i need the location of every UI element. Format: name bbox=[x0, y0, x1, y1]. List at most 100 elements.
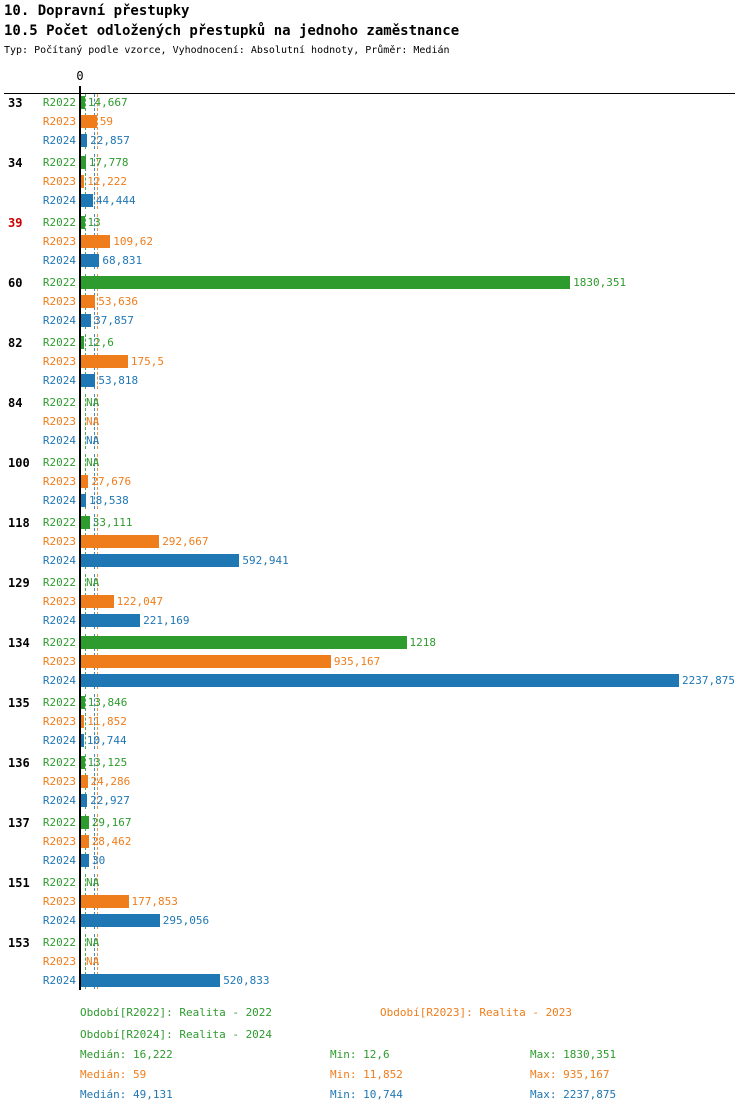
median-tick-r2023 bbox=[96, 754, 98, 771]
bar-row: R2023 122,047 bbox=[0, 592, 750, 611]
bar-r2024-134 bbox=[81, 674, 679, 687]
value-label: 44,444 bbox=[95, 194, 136, 207]
bar-r2023-60 bbox=[81, 295, 96, 308]
median-tick-r2023 bbox=[96, 94, 98, 111]
series-label: R2023 bbox=[42, 475, 76, 488]
bar-row: R2022 17,778 bbox=[0, 153, 750, 172]
bar-row: R2024 22,857 bbox=[0, 131, 750, 150]
report-subtitle: 10.5 Počet odložených přestupků na jedno… bbox=[4, 23, 460, 39]
median-tick-r2022 bbox=[85, 732, 87, 749]
series-label: R2023 bbox=[42, 595, 76, 608]
value-label: NA bbox=[86, 576, 100, 589]
category-label: 60 bbox=[8, 276, 23, 290]
value-label: 13,125 bbox=[87, 756, 128, 769]
bar-r2022-33 bbox=[81, 96, 85, 109]
category-group-82: 82 R2022 12,6 R2023 175,5 R2024 53,818 bbox=[0, 333, 750, 390]
median-tick-r2023 bbox=[96, 154, 98, 171]
stat-median-r2022: Medián: 16,222 bbox=[80, 1048, 173, 1061]
bar-row: R2022 13 bbox=[0, 213, 750, 232]
series-label: R2023 bbox=[42, 835, 76, 848]
category-label: 153 bbox=[8, 936, 30, 950]
median-tick-r2023 bbox=[96, 492, 98, 509]
bar-row: R2022 NA bbox=[0, 573, 750, 592]
bar-row: R2023 NA bbox=[0, 412, 750, 431]
median-tick-r2023 bbox=[96, 312, 98, 329]
value-label: NA bbox=[86, 396, 100, 409]
bar-r2023-135 bbox=[81, 715, 85, 728]
bar-row: R2023 NA bbox=[0, 952, 750, 971]
bar-row: R2023 12,222 bbox=[0, 172, 750, 191]
series-label: R2024 bbox=[42, 434, 76, 447]
series-label: R2022 bbox=[42, 876, 76, 889]
value-label: 13 bbox=[87, 216, 101, 229]
median-tick-r2024 bbox=[94, 413, 96, 430]
median-tick-r2024 bbox=[94, 432, 96, 449]
stat-max-r2023: Max: 935,167 bbox=[530, 1068, 610, 1081]
median-tick-r2023 bbox=[96, 514, 98, 531]
series-label: R2022 bbox=[42, 636, 76, 649]
series-label: R2023 bbox=[42, 955, 76, 968]
bar-r2023-134 bbox=[81, 655, 331, 668]
series-label: R2024 bbox=[42, 914, 76, 927]
category-group-60: 60 R2022 1830,351 R2023 53,636 R2024 37,857 bbox=[0, 273, 750, 330]
value-label: 592,941 bbox=[242, 554, 289, 567]
median-tick-r2024 bbox=[94, 874, 96, 891]
median-tick-r2023 bbox=[96, 713, 98, 730]
median-tick-r2023 bbox=[96, 953, 98, 970]
report-title: 10. Dopravní přestupky bbox=[4, 3, 190, 19]
median-tick-r2023 bbox=[96, 814, 98, 831]
bar-row: R2022 13,125 bbox=[0, 753, 750, 772]
bar-r2024-82 bbox=[81, 374, 96, 387]
value-label: NA bbox=[86, 456, 100, 469]
series-label: R2022 bbox=[42, 816, 76, 829]
series-label: R2022 bbox=[42, 696, 76, 709]
bar-row: R2022 12,6 bbox=[0, 333, 750, 352]
median-tick-r2022 bbox=[85, 874, 87, 891]
series-label: R2022 bbox=[42, 396, 76, 409]
median-tick-r2023 bbox=[96, 173, 98, 190]
bar-r2023-136 bbox=[81, 775, 88, 788]
value-label: 68,831 bbox=[102, 254, 143, 267]
series-label: R2022 bbox=[42, 756, 76, 769]
value-label: NA bbox=[86, 876, 100, 889]
median-tick-r2024 bbox=[94, 214, 96, 231]
bar-row: R2023 27,676 bbox=[0, 472, 750, 491]
median-tick-r2022 bbox=[85, 413, 87, 430]
bar-r2023-118 bbox=[81, 535, 160, 548]
bar-row: R2024 520,833 bbox=[0, 971, 750, 990]
median-tick-r2022 bbox=[85, 754, 87, 771]
median-tick-r2024 bbox=[94, 773, 96, 790]
median-tick-r2022 bbox=[85, 454, 87, 471]
median-tick-r2024 bbox=[94, 312, 96, 329]
bar-r2024-60 bbox=[81, 314, 92, 327]
category-group-151: 151 R2022 NA R2023 177,853 R2024 295,056 bbox=[0, 873, 750, 930]
value-label: 22,927 bbox=[90, 794, 130, 807]
median-tick-r2023 bbox=[96, 454, 98, 471]
value-label: 53,818 bbox=[98, 374, 139, 387]
bar-r2023-34 bbox=[81, 175, 85, 188]
category-label: 137 bbox=[8, 816, 30, 830]
median-tick-r2024 bbox=[94, 934, 96, 951]
series-label: R2024 bbox=[42, 314, 76, 327]
value-label: 22,857 bbox=[90, 134, 130, 147]
bar-row: R2024 44,444 bbox=[0, 191, 750, 210]
bar-row: R2024 22,927 bbox=[0, 791, 750, 810]
series-label: R2022 bbox=[42, 276, 76, 289]
axis-top-line bbox=[4, 93, 735, 94]
category-label: 34 bbox=[8, 156, 23, 170]
value-label: 59 bbox=[99, 115, 114, 128]
median-tick-r2024 bbox=[94, 192, 96, 209]
bar-row: R2023 292,667 bbox=[0, 532, 750, 551]
value-label: 33,111 bbox=[92, 516, 133, 529]
category-group-33: 33 R2022 14,667 R2023 59 R2024 22,857 bbox=[0, 93, 750, 150]
bar-r2022-118 bbox=[81, 516, 90, 529]
series-label: R2024 bbox=[42, 554, 76, 567]
median-tick-r2024 bbox=[94, 473, 96, 490]
bar-row: R2023 935,167 bbox=[0, 652, 750, 671]
series-label: R2022 bbox=[42, 936, 76, 949]
bar-r2022-39 bbox=[81, 216, 85, 229]
series-label: R2022 bbox=[42, 216, 76, 229]
bar-r2022-60 bbox=[81, 276, 571, 289]
bar-r2022-137 bbox=[81, 816, 89, 829]
value-label: 295,056 bbox=[162, 914, 210, 927]
